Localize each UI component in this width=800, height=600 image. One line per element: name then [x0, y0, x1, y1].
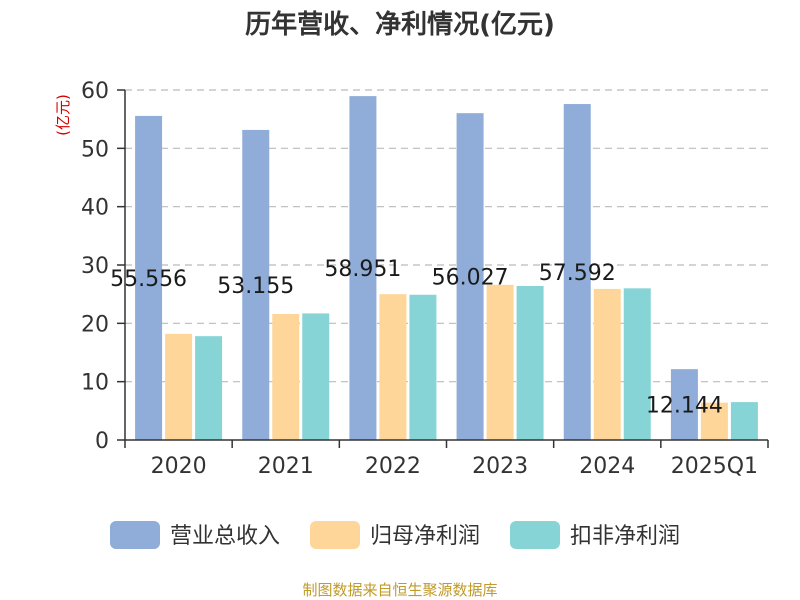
legend-label: 营业总收入	[170, 524, 280, 549]
legend-swatch	[510, 521, 560, 549]
bar	[456, 113, 484, 440]
x-tick-label: 2021	[258, 454, 314, 479]
x-tick-label: 2022	[365, 454, 421, 479]
legend-label: 扣非净利润	[570, 524, 680, 549]
x-tick-label: 2025Q1	[671, 454, 758, 479]
chart-title: 历年营收、净利情况(亿元)	[245, 9, 555, 40]
bar	[379, 294, 407, 440]
bar	[349, 96, 377, 440]
bar	[730, 402, 758, 440]
axes: 0 10 20 30 40 50 60 2020 2021 2022 2023 2024 2025Q1	[81, 79, 769, 479]
bar-value-label: 53.155	[217, 274, 294, 299]
legend-label: 归母净利润	[370, 524, 480, 549]
bar	[409, 294, 437, 440]
y-axis-label: (亿元)	[54, 94, 72, 136]
x-tick-label: 2024	[579, 454, 635, 479]
bar-value-label: 56.027	[432, 266, 509, 291]
bar	[563, 104, 591, 441]
y-tick-label: 60	[81, 79, 109, 104]
y-tick-label: 10	[81, 371, 109, 396]
y-tick-label: 20	[81, 312, 109, 337]
bar	[623, 288, 651, 440]
bar	[195, 336, 223, 440]
bar	[272, 314, 300, 440]
bar-value-label: 12.144	[646, 394, 723, 419]
bars	[135, 96, 758, 441]
bar	[670, 369, 698, 440]
bar-value-label: 57.592	[539, 261, 616, 286]
x-tick-label: 2023	[472, 454, 528, 479]
y-tick-label: 30	[81, 254, 109, 279]
legend-swatch	[310, 521, 360, 549]
data-labels: 55.556 53.155 58.951 56.027 57.592 12.144	[110, 257, 723, 419]
bar	[486, 284, 514, 440]
bar	[593, 288, 621, 440]
bar	[302, 313, 330, 440]
bar	[516, 286, 544, 440]
bar-value-label: 55.556	[110, 267, 187, 292]
bar	[700, 402, 728, 440]
bar	[165, 333, 193, 440]
y-tick-label: 40	[81, 196, 109, 221]
source-note: 制图数据来自恒生聚源数据库	[302, 581, 497, 599]
bar	[135, 115, 163, 440]
legend-swatch	[110, 521, 160, 549]
legend: 营业总收入 归母净利润 扣非净利润	[110, 521, 680, 549]
y-tick-label: 50	[81, 137, 109, 162]
bar	[242, 129, 270, 440]
bar-value-label: 58.951	[324, 257, 401, 282]
x-tick-label: 2020	[151, 454, 207, 479]
y-tick-label: 0	[95, 429, 109, 454]
